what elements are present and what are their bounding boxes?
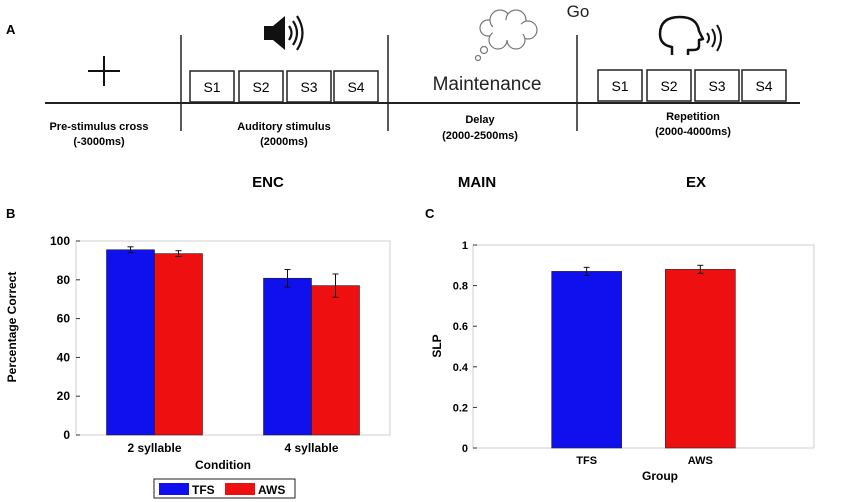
chart-c-y-tick-label: 0.8: [453, 281, 468, 293]
chart-c-y-tick-label: 1: [462, 240, 468, 252]
legend-box: [153, 478, 296, 499]
ex-box-s2: [646, 69, 692, 102]
error-bar-tfs-4-syllable: [284, 269, 291, 288]
error-bar-tfs-2-syllable: [127, 246, 134, 254]
chart-b-y-tick-label: 100: [50, 234, 70, 248]
bar-tfs-2-syllable: [106, 249, 155, 436]
phase-repetition-title: Repetition: [666, 111, 720, 123]
enc-syllable-boxes: S1 S2 S3 S4: [189, 70, 379, 103]
panel-a: A S1 S2 S3 S4: [6, 2, 800, 191]
legend-label-aws: AWS: [258, 483, 285, 497]
stage-label-ex: EX: [686, 174, 706, 191]
thought-cloud-icon: [474, 9, 538, 62]
chart-b-y-tick-label: 80: [57, 273, 71, 287]
bar-tfs: [551, 271, 622, 449]
chart-c-x-tick-tfs: TFS: [576, 455, 597, 467]
maintenance-text: Maintenance: [433, 74, 542, 95]
chart-b-y-ticks: 0 20 40 60 80 100: [50, 234, 80, 442]
phase-pre-stimulus-title: Pre-stimulus cross: [49, 121, 148, 133]
legend-swatch-tfs: [159, 483, 189, 495]
chart-b-bars: [106, 246, 360, 436]
chart-c-x-axis-label: Group: [642, 469, 678, 483]
error-bar-aws-4-syllable: [332, 273, 339, 298]
enc-box-s2-label: S2: [252, 79, 269, 95]
phase-auditory-title: Auditory stimulus: [237, 121, 331, 133]
chart-b-legend: TFS AWS: [153, 478, 296, 499]
chart-c-y-tick-label: 0.2: [453, 402, 468, 414]
speaking-head-icon: [658, 15, 722, 55]
phase-delay-time: (2000-2500ms): [442, 130, 518, 142]
legend-label-tfs: TFS: [192, 483, 215, 497]
bar-aws: [665, 269, 736, 449]
speaker-icon: [264, 15, 304, 51]
chart-b-y-tick-label: 60: [57, 312, 71, 326]
panel-c-label: C: [425, 206, 435, 221]
enc-box-s3: [286, 70, 332, 103]
chart-b-x-tick-4-syllable: 4 syllable: [284, 441, 338, 455]
chart-c-bars: [551, 264, 736, 449]
chart-b-x-axis-label: Condition: [195, 458, 251, 472]
chart-b-x-ticks: 2 syllable 4 syllable: [127, 441, 338, 455]
enc-box-s3-label: S3: [300, 79, 317, 95]
phase-pre-stimulus-time: (-3000ms): [73, 136, 125, 148]
ex-box-s2-label: S2: [660, 78, 677, 94]
bar-aws-2-syllable: [154, 253, 203, 436]
ex-box-s1: [597, 69, 643, 102]
panel-c-chart: C 0 0.2 0.4 0.6 0.8 1 TFS AWS Group SLP: [425, 206, 815, 483]
panel-a-label: A: [6, 22, 16, 37]
chart-b-x-tick-2-syllable: 2 syllable: [127, 441, 181, 455]
chart-c-y-ticks: 0 0.2 0.4 0.6 0.8 1: [453, 240, 477, 455]
chart-c-x-ticks: TFS AWS: [576, 455, 713, 467]
ex-syllable-boxes: S1 S2 S3 S4: [597, 69, 787, 102]
chart-c-y-axis-label: SLP: [430, 334, 444, 357]
legend-swatch-aws: [225, 483, 255, 495]
bar-aws-4-syllable: [311, 285, 360, 436]
stage-label-main: MAIN: [458, 174, 496, 191]
ex-box-s4-label: S4: [755, 78, 772, 94]
chart-c-y-tick-label: 0.6: [453, 321, 468, 333]
chart-b-y-tick-label: 0: [63, 428, 70, 442]
bar-tfs-4-syllable: [263, 277, 312, 436]
phase-repetition-time: (2000-4000ms): [655, 126, 731, 138]
ex-box-s4: [741, 69, 787, 102]
enc-box-s1: [189, 70, 235, 103]
phase-auditory-time: (2000ms): [260, 136, 308, 148]
chart-b-y-axis-label: Percentage Correct: [5, 272, 19, 383]
ex-box-s1-label: S1: [611, 78, 628, 94]
error-bar-aws-2-syllable: [175, 250, 182, 258]
error-bar-aws: [697, 264, 704, 274]
go-cue-text: Go: [567, 2, 590, 21]
chart-c-y-tick-label: 0.4: [453, 362, 469, 374]
chart-c-y-tick-label: 0: [462, 443, 468, 455]
chart-b-y-tick-label: 20: [57, 389, 71, 403]
ex-box-s3-label: S3: [708, 78, 725, 94]
phase-delay-title: Delay: [465, 114, 495, 126]
chart-c-x-tick-aws: AWS: [688, 455, 713, 467]
stage-label-enc: ENC: [252, 174, 284, 191]
ex-box-s3: [694, 69, 740, 102]
enc-box-s4-label: S4: [347, 79, 364, 95]
enc-box-s2: [238, 70, 284, 103]
chart-c-plot-area: [472, 244, 815, 449]
panel-b-chart: B 0 20 40 60 80 100 2 syllable 4 syllable Cond…: [5, 206, 391, 499]
enc-box-s1-label: S1: [203, 79, 220, 95]
enc-box-s4: [333, 70, 379, 103]
chart-b-y-tick-label: 40: [57, 350, 71, 364]
error-bar-tfs: [583, 266, 590, 276]
panel-b-label: B: [6, 206, 15, 221]
fixation-cross-icon: [88, 56, 120, 86]
